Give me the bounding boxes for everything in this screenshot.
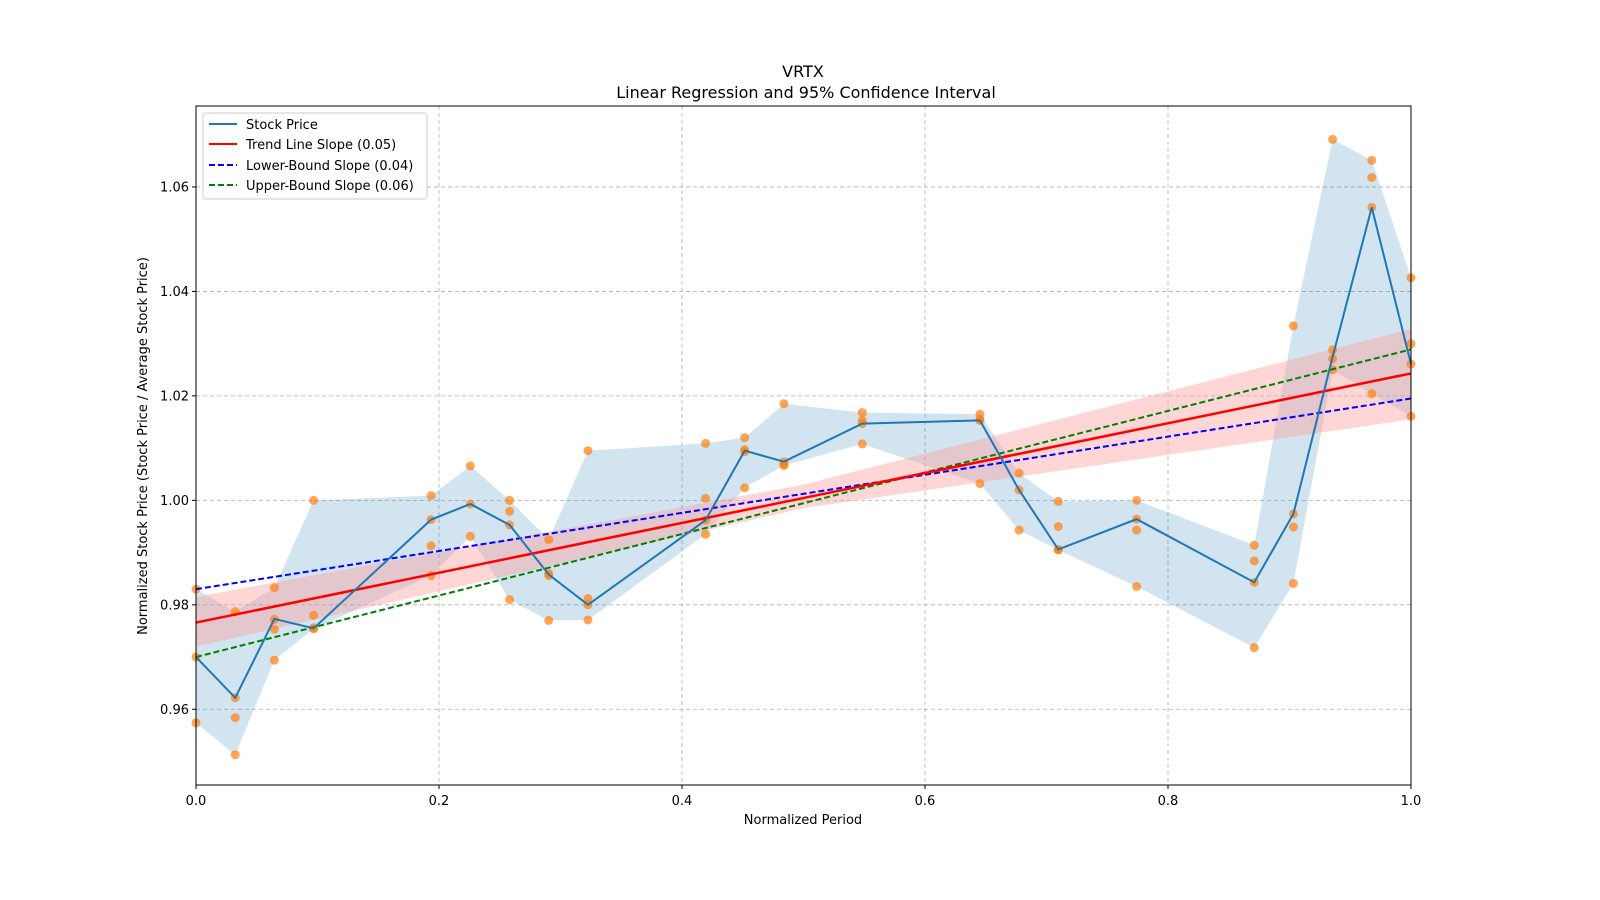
scatter-point xyxy=(583,594,593,604)
y-tick-label: 1.04 xyxy=(160,285,189,300)
scatter-point xyxy=(701,493,711,503)
scatter-point xyxy=(1249,540,1259,550)
scatter-point xyxy=(230,713,240,723)
scatter-point xyxy=(269,624,279,634)
scatter-point xyxy=(1288,522,1298,532)
scatter-point xyxy=(701,438,711,448)
stock-price-range-band xyxy=(196,139,1411,755)
scatter-point xyxy=(1249,556,1259,566)
scatter-point xyxy=(1249,643,1259,653)
y-tick-label: 0.96 xyxy=(160,703,189,718)
scatter-point xyxy=(269,655,279,665)
scatter-point xyxy=(1288,321,1298,331)
legend: Stock Price Trend Line Slope (0.05) Lowe… xyxy=(202,112,428,200)
scatter-point xyxy=(1053,496,1063,506)
scatter-point xyxy=(465,461,475,471)
scatter-point xyxy=(309,610,319,620)
scatter-point xyxy=(544,535,554,545)
scatter-point xyxy=(1053,521,1063,531)
scatter-point xyxy=(426,491,436,501)
scatter-point xyxy=(544,615,554,625)
scatter-point xyxy=(269,583,279,593)
scatter-point xyxy=(1367,389,1377,399)
scatter-point xyxy=(1367,173,1377,183)
plot-frame xyxy=(195,105,1412,786)
scatter-point xyxy=(583,446,593,456)
y-tick-label: 0.98 xyxy=(160,598,189,613)
legend-label-lower-bound: Lower-Bound Slope (0.04) xyxy=(246,159,413,174)
upper-bound-line xyxy=(195,348,1412,659)
scatter-point xyxy=(505,506,515,516)
legend-label-stock-price: Stock Price xyxy=(246,118,318,133)
x-tick-label: 0.0 xyxy=(186,794,207,809)
scatter-point xyxy=(857,408,867,418)
trend-line xyxy=(195,372,1412,624)
y-tick-label: 1.00 xyxy=(160,494,189,509)
scatter-point xyxy=(740,433,750,443)
x-axis-ticks: 0.0 0.2 0.4 0.6 0.8 1.0 xyxy=(186,785,1422,809)
series-lines xyxy=(195,207,1412,700)
scatter-point xyxy=(1014,525,1024,535)
scatter-point xyxy=(779,399,789,409)
x-tick-label: 0.4 xyxy=(672,794,693,809)
scatter-point xyxy=(740,483,750,493)
x-tick-label: 0.2 xyxy=(429,794,450,809)
y-axis-label: Normalized Stock Price (Stock Price / Av… xyxy=(136,257,151,635)
stock-price-line xyxy=(195,207,1412,700)
scatter-point xyxy=(975,479,985,489)
chart-subtitle: Linear Regression and 95% Confidence Int… xyxy=(616,83,996,102)
scatter-point xyxy=(465,531,475,541)
scatter-point xyxy=(505,495,515,505)
scatter-point xyxy=(1328,134,1338,144)
scatter-point xyxy=(1132,525,1142,535)
scatter-points xyxy=(191,134,1416,760)
lower-bound-line xyxy=(195,397,1412,591)
scatter-point xyxy=(1288,578,1298,588)
y-tick-label: 1.02 xyxy=(160,389,189,404)
scatter-point xyxy=(857,439,867,449)
scatter-point xyxy=(1014,468,1024,478)
scatter-point xyxy=(1132,495,1142,505)
scatter-point xyxy=(230,750,240,760)
x-tick-label: 0.8 xyxy=(1158,794,1179,809)
y-tick-label: 1.06 xyxy=(160,180,189,195)
scatter-point xyxy=(583,615,593,625)
scatter-point xyxy=(309,495,319,505)
scatter-point xyxy=(505,595,515,605)
y-axis-ticks: 0.96 0.98 1.00 1.02 1.04 1.06 xyxy=(160,180,196,718)
scatter-point xyxy=(1132,582,1142,592)
trend-ci-band xyxy=(196,329,1411,647)
scatter-point xyxy=(701,529,711,539)
trend-confidence-band xyxy=(196,329,1411,647)
legend-label-upper-bound: Upper-Bound Slope (0.06) xyxy=(246,179,414,194)
scatter-point xyxy=(1367,155,1377,165)
x-tick-label: 0.6 xyxy=(915,794,936,809)
legend-box xyxy=(202,112,428,200)
chart-title: VRTX xyxy=(782,62,824,81)
scatter-point xyxy=(426,541,436,551)
x-axis-label: Normalized Period xyxy=(744,813,862,828)
stock-price-band xyxy=(196,139,1411,755)
legend-label-trend-line: Trend Line Slope (0.05) xyxy=(245,138,396,153)
x-tick-label: 1.0 xyxy=(1401,794,1422,809)
scatter-point xyxy=(779,460,789,470)
